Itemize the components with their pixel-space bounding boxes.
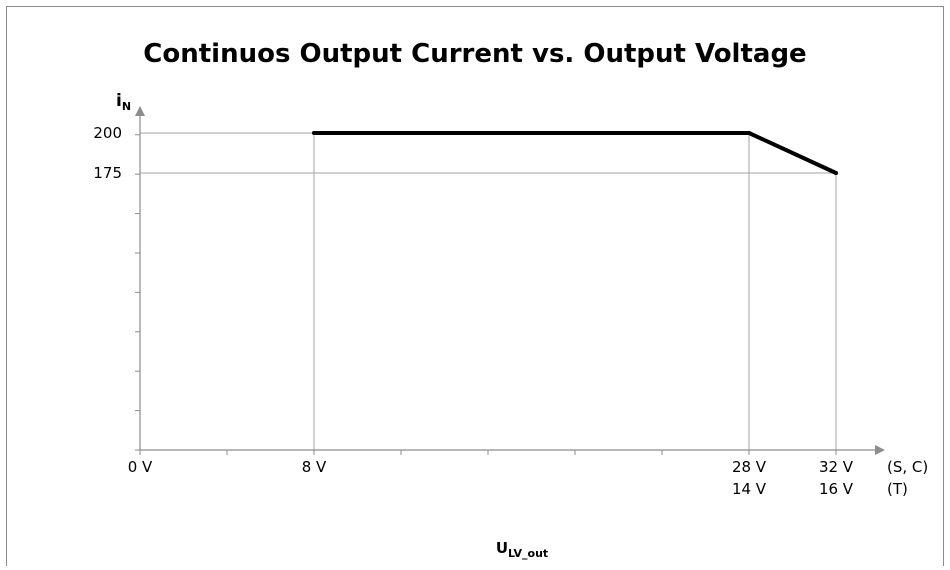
data-point [834,171,838,175]
data-point [312,131,316,135]
x-tick-label-28-alt: 14 V [732,480,767,498]
x-tick-label-32-alt: 16 V [819,480,854,498]
variant-label: (S, C) [887,458,928,476]
chart-title: Continuos Output Current vs. Output Volt… [143,39,806,69]
variant-label: (T) [887,480,908,498]
y-ticks: 200 175 [93,124,140,451]
y-tick-label-175: 175 [93,164,122,182]
y-axis-arrow [135,106,145,116]
variant-labels: (S, C) (T) [887,458,928,498]
series [312,131,838,175]
x-axis-label: ULV_out [496,539,548,560]
x-tick-label-0: 0 V [128,458,153,476]
axes [135,106,885,455]
x-axis-arrow [875,445,885,455]
y-axis-label: iN [116,91,131,113]
x-tick-label-28: 28 V [732,458,767,476]
x-ticks: 0 V 8 V 28 V 14 V 32 V 16 V [128,450,854,498]
gridlines [140,132,837,450]
x-tick-label-8: 8 V [302,458,327,476]
chart-frame [6,6,944,566]
x-tick-label-32: 32 V [819,458,854,476]
y-tick-label-200: 200 [93,124,122,142]
data-point [747,131,751,135]
series-line-0 [314,131,837,175]
